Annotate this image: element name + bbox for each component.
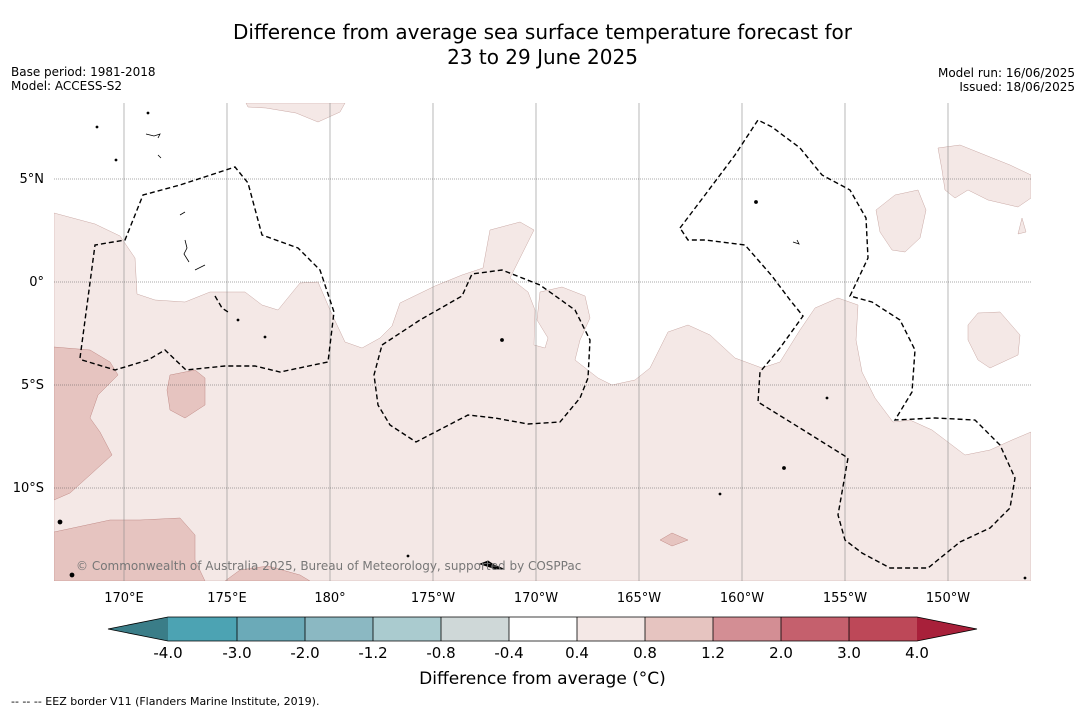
colorbar-swatch [781,617,849,641]
island [500,338,504,342]
colorbar-swatch [713,617,781,641]
model-text: Model: ACCESS-S2 [11,79,123,93]
island [825,396,829,400]
anomaly-contours [54,103,1031,581]
island [406,554,410,558]
title-line-1: Difference from average sea surface temp… [232,20,852,44]
lon-label: 175°E [207,591,247,606]
title-line-2: 23 to 29 June 2025 [447,45,638,69]
lon-label: 160°W [720,591,764,606]
lon-label: 155°W [823,591,867,606]
colorbar-tick-label: -2.0 [290,644,319,662]
latitude-labels: 5°N 0° 5°S 10°S [13,172,44,496]
copyright-text: © Commonwealth of Australia 2025, Bureau… [76,559,581,573]
colorbar-extend-high [917,617,977,641]
colorbar: -4.0 -3.0 -2.0 -1.2 -0.8 -0.4 0.4 0.8 1.… [107,616,978,662]
warm-anomaly-region-mid [54,517,206,581]
eez-border [679,119,1016,569]
eez-borders [79,119,1016,569]
page-title: Difference from average sea surface temp… [0,20,1085,70]
colorbar-swatch [645,617,713,641]
colorbar-tick-label: 0.8 [633,644,657,662]
colorbar-tick-label: -0.8 [426,644,455,662]
colorbar-swatch [237,617,305,641]
colorbar-swatch [441,617,509,641]
island [179,211,206,271]
island [69,572,75,578]
eez-border [214,295,229,313]
colorbar-tick-label: -1.2 [358,644,387,662]
island [95,125,99,129]
colorbar-tick-label: 2.0 [769,644,793,662]
colorbar-swatch [168,617,237,641]
model-run-text: Model run: 16/06/2025 [937,66,1075,80]
island [1023,576,1027,580]
colorbar-tick-label: 1.2 [701,644,725,662]
colorbar-title: Difference from average (°C) [419,669,666,689]
island [57,519,63,525]
colorbar-tick-label: 4.0 [905,644,929,662]
colorbar-tick-label: -4.0 [153,644,182,662]
island [236,318,240,322]
island [478,560,505,570]
colorbar-swatch [849,617,917,641]
islands [57,111,1027,580]
colorbar-outline [107,616,978,642]
warm-anomaly-patch [937,144,1031,208]
colorbar-swatch [577,617,645,641]
meta-right: Model run: 16/06/2025 Issued: 18/06/2025 [938,66,1075,94]
issued-text: Issued: 18/06/2025 [959,80,1075,94]
base-period-text: Base period: 1981-2018 [11,65,156,79]
eez-footnote: -- -- -- EEZ border V11 (Flanders Marine… [11,695,320,708]
lat-label: 5°N [20,172,45,187]
island [146,111,150,115]
colorbar-ticks: -4.0 -3.0 -2.0 -1.2 -0.8 -0.4 0.4 0.8 1.… [153,644,929,662]
island [754,200,758,204]
lat-label: 10°S [13,481,44,496]
colorbar-extend-low [108,617,168,641]
colorbar-swatch [305,617,373,641]
warm-anomaly-patch [967,311,1021,369]
island [157,154,162,159]
lon-label: 170°E [104,591,144,606]
lon-label: 175°W [411,591,455,606]
eez-border [373,269,591,443]
colorbar-dividers [236,617,850,641]
colorbar-tick-label: -0.4 [494,644,523,662]
warm-anomaly-patch [875,189,927,253]
colorbar-swatch [373,617,441,641]
island [263,335,267,339]
meta-left: Base period: 1981-2018 Model: ACCESS-S2 [11,65,156,93]
warm-anomaly-patch [1017,217,1027,235]
longitude-labels: 170°E 175°E 180° 175°W 170°W 165°W 160°W… [104,591,970,606]
warm-anomaly-region-main [54,212,1031,581]
lat-label: 5°S [21,378,44,393]
lon-label: 170°W [514,591,558,606]
island [718,492,722,496]
lon-label: 165°W [617,591,661,606]
warm-anomaly-region-mid [224,565,311,581]
parallels [54,178,1031,489]
island [792,239,800,245]
lon-label: 180° [314,591,345,606]
warm-anomaly-patch [245,103,346,123]
colorbar-tick-label: 3.0 [837,644,861,662]
island [145,133,161,139]
lon-label: 150°W [926,591,970,606]
warm-anomaly-region-mid [659,532,689,547]
island [782,466,786,470]
colorbar-tick-label: 0.4 [565,644,589,662]
colorbar-swatch [509,617,577,641]
warm-anomaly-region-mid [166,369,206,419]
gridlines [123,103,949,581]
island [114,158,118,162]
colorbar-tick-label: -3.0 [222,644,251,662]
lat-label: 0° [29,275,44,290]
